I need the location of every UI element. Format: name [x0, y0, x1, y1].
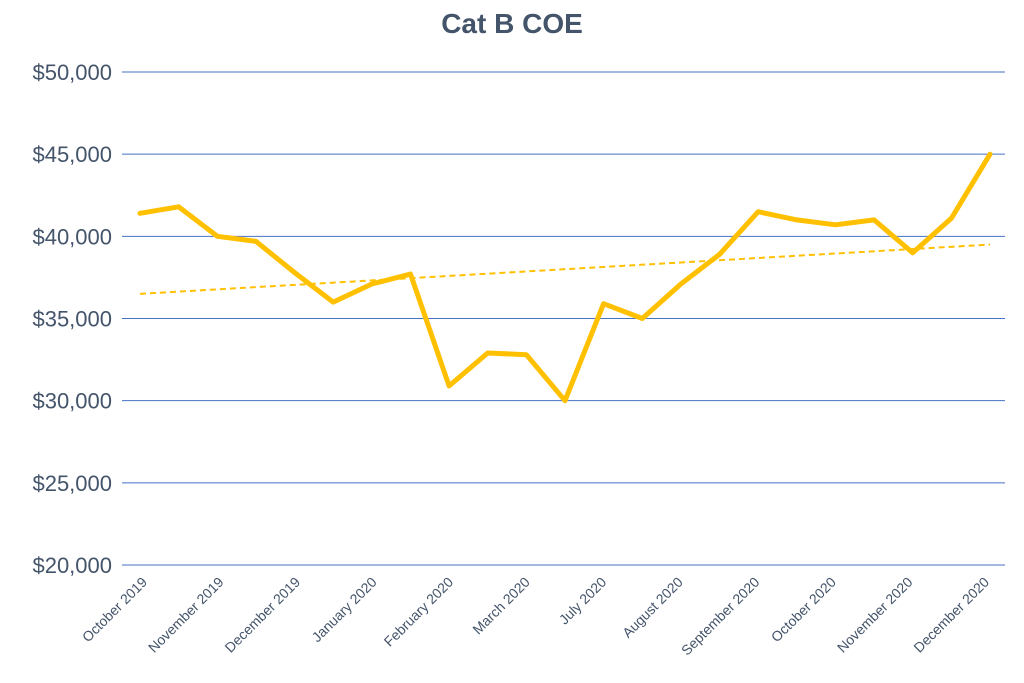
x-tick-label: November 2020: [834, 574, 916, 656]
y-tick-label: $45,000: [32, 142, 112, 167]
y-tick-label: $30,000: [32, 389, 112, 414]
x-tick-label: January 2020: [308, 574, 379, 645]
x-tick-label: December 2020: [910, 574, 992, 656]
trendline: [139, 243, 991, 295]
y-tick-label: $50,000: [32, 60, 112, 85]
y-tick-label: $20,000: [32, 553, 112, 578]
series-line: [137, 151, 993, 404]
x-tick-label: July 2020: [556, 574, 610, 628]
x-tick-label: December 2019: [221, 574, 303, 656]
chart-title: Cat B COE: [441, 8, 583, 39]
x-tick-label: October 2020: [768, 574, 839, 645]
x-tick-label: November 2019: [145, 574, 227, 656]
y-tick-label: $40,000: [32, 224, 112, 249]
x-tick-label: March 2020: [469, 574, 533, 638]
y-tick-label: $25,000: [32, 471, 112, 496]
x-tick-label: September 2020: [678, 574, 763, 659]
x-tick-label: October 2019: [79, 574, 150, 645]
x-tick-label: August 2020: [619, 574, 686, 641]
x-tick-label: February 2020: [381, 574, 457, 650]
y-tick-label: $35,000: [32, 307, 112, 332]
